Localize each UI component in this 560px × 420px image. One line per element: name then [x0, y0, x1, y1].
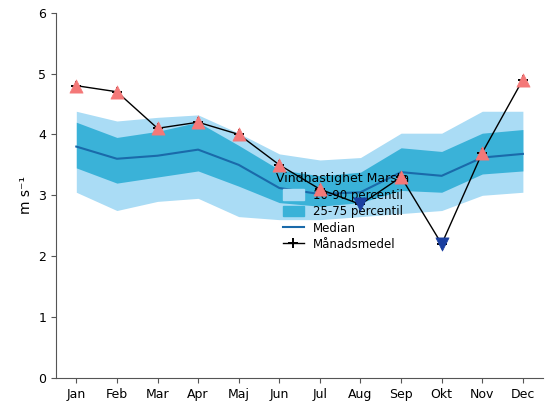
Legend: 10-90 percentil, 25-75 percentil, Median, Månadsmedel: 10-90 percentil, 25-75 percentil, Median… — [276, 172, 410, 251]
Y-axis label: m s⁻¹: m s⁻¹ — [18, 176, 32, 214]
Point — [153, 125, 162, 132]
Point — [437, 241, 446, 247]
Point — [519, 76, 528, 83]
Point — [234, 131, 243, 138]
Point — [478, 149, 487, 156]
Point — [194, 119, 203, 126]
Point — [72, 82, 81, 89]
Point — [396, 174, 405, 181]
Point — [356, 201, 365, 208]
Point — [315, 186, 324, 192]
Point — [113, 89, 122, 95]
Point — [275, 161, 284, 168]
